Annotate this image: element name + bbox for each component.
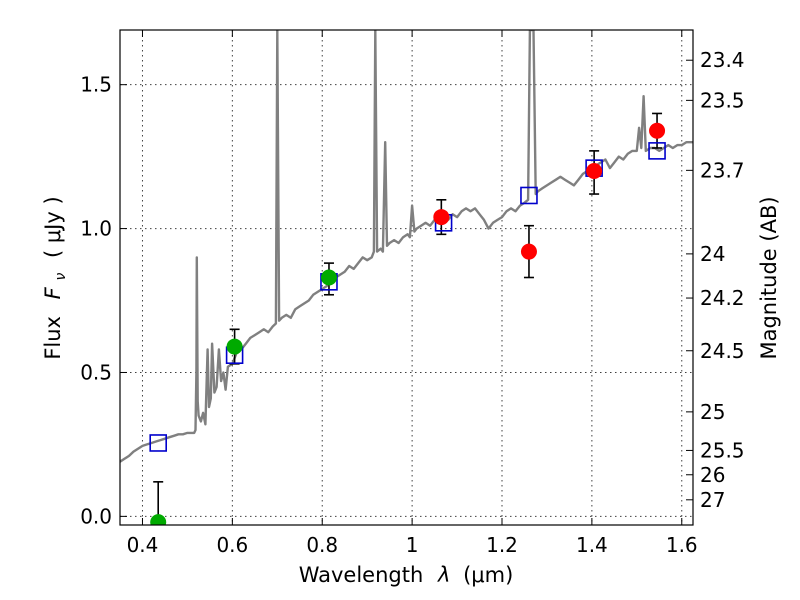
observed-point-green	[320, 269, 337, 286]
observed-point-red	[586, 163, 603, 180]
magnitude-tick-label: 27	[700, 488, 725, 512]
magnitude-tick-label: 23.4	[700, 48, 745, 72]
grid-lines	[120, 30, 693, 525]
observed-points-layer	[150, 122, 666, 525]
x-axis-label: Wavelength λ (μm)	[299, 563, 514, 587]
y-axis-label-subscript: ν	[53, 273, 69, 281]
x-tick-label: 0.6	[216, 533, 248, 557]
y-tick-label: 0.0	[80, 504, 112, 528]
magnitude-tick-label: 24.2	[700, 286, 745, 310]
magnitude-tick-label: 24.5	[700, 339, 745, 363]
y-axis-label-symbol: F	[41, 286, 65, 299]
x-tick-label: 1	[406, 533, 419, 557]
plot-background	[120, 30, 693, 525]
x-tick-label: 1.2	[486, 533, 518, 557]
model-point	[149, 434, 167, 452]
magnitude-tick-label: 25	[700, 400, 725, 424]
y-axis-label-text: Flux	[41, 316, 65, 360]
magnitude-tick-label: 25.5	[700, 438, 745, 462]
model-point	[648, 142, 666, 160]
y-axis-label-unit: ( μJy )	[41, 196, 65, 258]
observed-point-green	[226, 338, 243, 355]
y-tick-label: 1.0	[80, 217, 112, 241]
model-points-layer	[149, 142, 666, 452]
magnitude-tick-label: 26	[700, 463, 725, 487]
y-axis-label: Flux F ν ( μJy )	[41, 196, 70, 359]
y-tick-label: 0.5	[80, 360, 112, 384]
x-axis-label-text: Wavelength	[299, 563, 424, 587]
magnitude-tick-label: 23.5	[700, 88, 745, 112]
observed-point-red	[520, 243, 537, 260]
x-axis-label-unit: (μm)	[463, 563, 513, 587]
model-point	[520, 186, 538, 205]
y2-axis-label: Magnitude (AB)	[757, 196, 781, 359]
observed-point-red	[433, 209, 450, 226]
plot-frame	[119, 29, 694, 526]
x-tick-label: 0.8	[306, 533, 338, 557]
axis-ticks: 0.4 0.6 0.8 1 1.2 1.4 1.6 0.0 0.5 1.0 1.5 23.4 23.5 2…	[80, 30, 745, 557]
x-axis-label-symbol: λ	[437, 563, 450, 587]
x-tick-label: 1.6	[666, 533, 698, 557]
observed-point-red	[649, 122, 666, 139]
x-tick-label: 0.4	[127, 533, 159, 557]
magnitude-tick-label: 23.7	[700, 158, 745, 182]
x-tick-label: 1.4	[576, 533, 608, 557]
magnitude-tick-label: 24	[700, 242, 725, 266]
observed-point-green	[150, 514, 167, 525]
y-tick-label: 1.5	[80, 73, 112, 97]
